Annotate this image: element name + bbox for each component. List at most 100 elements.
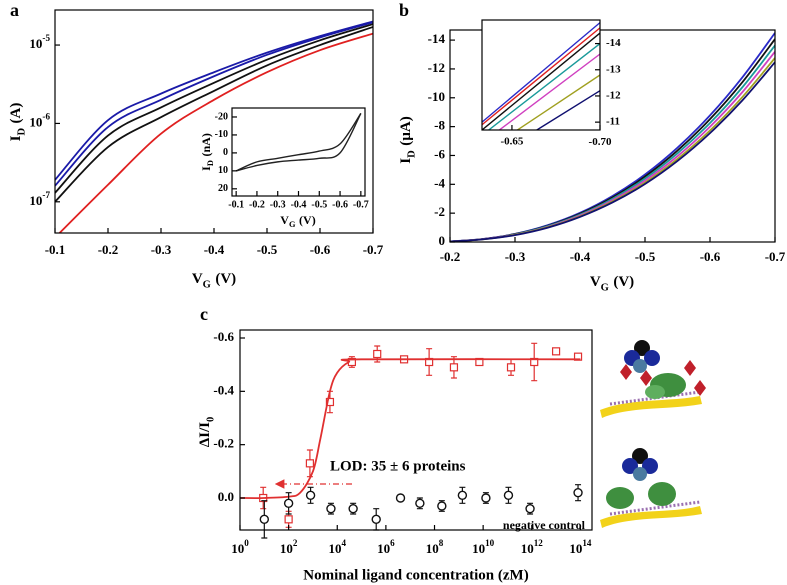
x-tick-label-base: 10 [521, 541, 534, 556]
marker [348, 503, 358, 514]
x-tick-label: -0.5 [257, 242, 278, 257]
y-tick-label: -8 [434, 118, 445, 133]
x-tick-label: 100 [231, 538, 249, 556]
x-tick-label: -0.6 [700, 249, 721, 264]
marker [551, 347, 561, 356]
x-axis-label-unit: (V) [299, 213, 316, 227]
y-axis-label-main: I [8, 135, 24, 141]
plot-frame [239, 329, 593, 531]
y-axis-label-main: I [199, 166, 213, 171]
y-tick-label: -12 [428, 60, 445, 75]
y-tick-label: 10 [218, 165, 228, 176]
line [55, 20, 373, 181]
sensor-cartoon-top [600, 340, 706, 418]
marker [395, 493, 406, 503]
y-axis-label-main: I [398, 158, 414, 164]
marker [481, 493, 491, 503]
plot-frame [481, 19, 601, 131]
x-axis-label-sub: G [601, 283, 609, 294]
line [482, 27, 600, 126]
y-tick-label: -14 [428, 31, 446, 46]
x-tick-label: -0.2 [440, 249, 461, 264]
y-tick-label-exponent: -5 [42, 33, 50, 43]
marker [457, 490, 468, 501]
x-axis-label: VG (V) [192, 271, 236, 290]
y-axis-label-unit: (µA) [398, 116, 414, 145]
y-axis-label: ID (A) [8, 103, 27, 142]
y-tick-label: -13 [606, 63, 621, 75]
x-axis-label-unit: (V) [215, 271, 236, 287]
line [55, 23, 373, 194]
x-tick-label: 1014 [569, 538, 592, 556]
y-tick-label: -10 [215, 129, 228, 140]
x-axis-label-unit: (V) [613, 274, 634, 290]
inset-background [232, 108, 365, 196]
x-tick-label: -0.7 [363, 242, 384, 257]
marker [525, 503, 535, 514]
line [535, 90, 600, 130]
x-tick-label-exponent: 4 [341, 538, 346, 548]
x-tick-label-base: 10 [280, 541, 293, 556]
x-axis-label: VG (V) [590, 274, 634, 293]
y-tick-label: 10-7 [29, 190, 50, 208]
y-axis-label: ID (µA) [398, 116, 417, 163]
line [55, 21, 373, 187]
y-axis-label: ID (nA) [199, 133, 215, 171]
y-tick-label-base: 0.0 [218, 489, 234, 504]
x-tick-label: 104 [328, 538, 346, 556]
y-axis-label-main: ΔI/I [197, 422, 213, 447]
marker [325, 397, 335, 407]
marker [284, 515, 293, 524]
x-axis-label-sub: G [289, 220, 296, 229]
x-tick-label: -0.6 [332, 199, 348, 210]
y-tick-label: -11 [606, 116, 620, 128]
x-tick-label: -0.70 [589, 136, 612, 148]
y-tick-label: -0.6 [213, 329, 234, 344]
marker [305, 490, 316, 501]
y-tick-label-exponent: -6 [42, 112, 50, 122]
y-axis-label-unit: (nA) [199, 133, 213, 156]
y-tick-label: 0 [223, 147, 228, 158]
x-tick-label: -0.2 [98, 242, 119, 257]
y-tick-label: -6 [434, 146, 445, 161]
y-tick-label-base: 10 [29, 193, 42, 208]
line [235, 113, 362, 172]
x-tick-label-base: 10 [328, 541, 341, 556]
x-tick-label: -0.4 [291, 199, 307, 210]
y-tick-label-base: 10 [29, 114, 42, 129]
x-tick-label: -0.3 [270, 199, 286, 210]
x-tick-label: -0.1 [45, 242, 66, 257]
x-tick-label: -0.5 [311, 199, 327, 210]
y-tick-label: -2 [434, 204, 445, 219]
x-tick-label: -0.3 [151, 242, 172, 257]
y-tick-label: 20 [218, 183, 228, 194]
marker [283, 498, 294, 509]
y-axis-label-sub: D [407, 150, 418, 158]
y-axis-label-sub: D [206, 160, 215, 166]
x-tick-label-exponent: 8 [439, 538, 444, 548]
panel-label: c [200, 304, 208, 324]
marker [373, 349, 382, 359]
y-tick-label: -0.4 [213, 382, 234, 397]
marker [415, 498, 425, 509]
x-axis-label-sub: G [203, 280, 211, 291]
y-axis-label-unit: (A) [8, 103, 24, 124]
x-tick-label: -0.6 [310, 242, 331, 257]
x-axis-label-main: V [192, 271, 203, 287]
x-tick-label: 1010 [472, 538, 495, 556]
x-tick-label: 106 [377, 538, 395, 556]
x-axis-label: VG (V) [280, 213, 315, 229]
x-tick-label-base: 10 [569, 541, 582, 556]
y-tick-label-exponent: -7 [42, 190, 50, 200]
x-tick-label: -0.7 [353, 199, 369, 210]
line [482, 22, 600, 123]
line [58, 32, 373, 233]
y-tick-label: 0 [439, 233, 446, 248]
y-tick-label: 0.0 [218, 489, 234, 504]
marker [503, 490, 514, 501]
y-tick-label: -4 [434, 175, 445, 190]
line [240, 358, 581, 499]
line [450, 61, 775, 242]
x-tick-label: 102 [280, 538, 298, 556]
